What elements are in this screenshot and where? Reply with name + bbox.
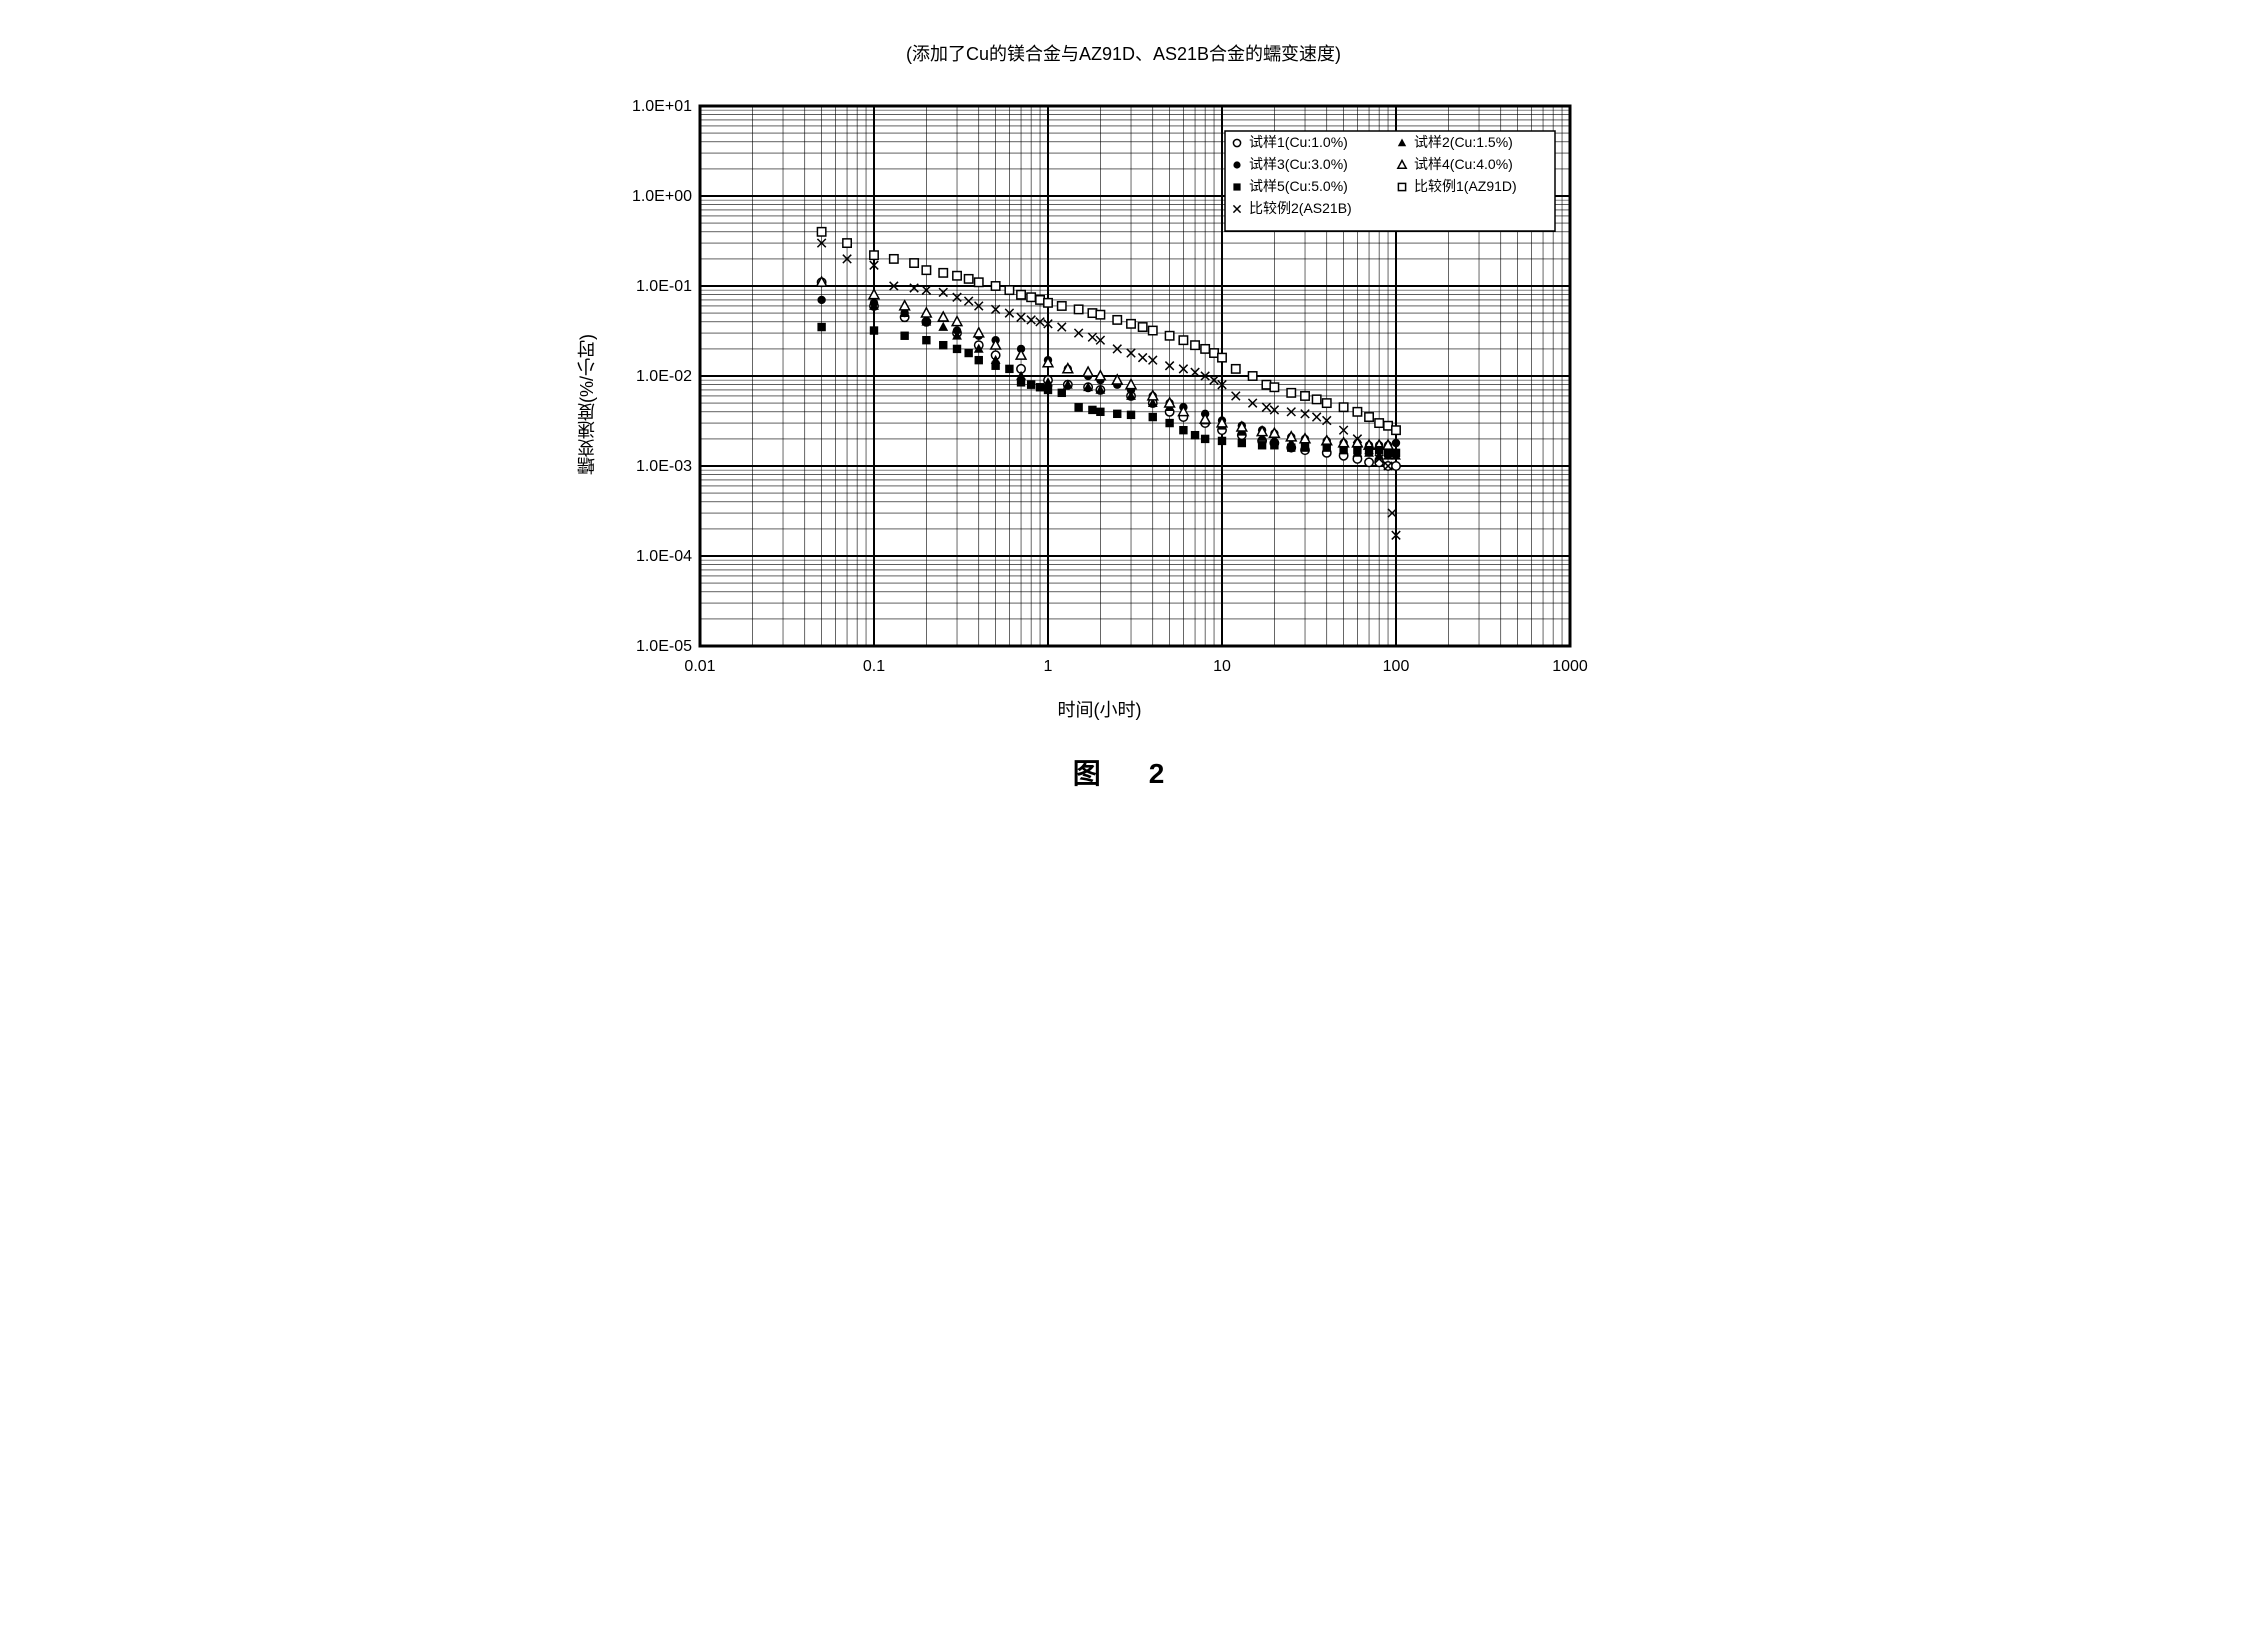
svg-text:1.0E-05: 1.0E-05 <box>635 638 691 655</box>
legend-label: 试样5(Cu:5.0%) <box>1249 178 1348 194</box>
legend-label: 试样4(Cu:4.0%) <box>1414 156 1513 172</box>
legend-label: 比较例1(AZ91D) <box>1414 178 1517 194</box>
svg-text:1000: 1000 <box>1552 658 1588 675</box>
plot-wrap: 蠕变速度(%/小时) 0.01 0.1 1 10 100 1000 1.0E-05 1.0E-… <box>574 86 1674 722</box>
svg-text:1.0E-04: 1.0E-04 <box>635 548 691 565</box>
svg-text:1: 1 <box>1043 658 1052 675</box>
svg-text:1.0E-02: 1.0E-02 <box>635 368 691 385</box>
svg-text:1.0E-03: 1.0E-03 <box>635 458 691 475</box>
chart-title: (添加了Cu的镁合金与AZ91D、AS21B合金的蠕变速度) <box>574 40 1674 66</box>
chart-container: (添加了Cu的镁合金与AZ91D、AS21B合金的蠕变速度) 蠕变速度(%/小时… <box>574 40 1674 792</box>
svg-text:100: 100 <box>1382 658 1409 675</box>
svg-text:1.0E-01: 1.0E-01 <box>635 278 691 295</box>
legend-label: 比较例2(AS21B) <box>1249 200 1352 216</box>
legend-label: 试样2(Cu:1.5%) <box>1414 134 1513 150</box>
figure-caption: 图 2 <box>574 752 1674 792</box>
legend-label: 试样1(Cu:1.0%) <box>1249 134 1348 150</box>
scatter-plot: 0.01 0.1 1 10 100 1000 1.0E-05 1.0E-04 1.0E-03 1.… <box>610 86 1590 686</box>
svg-text:10: 10 <box>1213 658 1231 675</box>
svg-text:1.0E+00: 1.0E+00 <box>631 188 691 205</box>
svg-text:0.01: 0.01 <box>684 658 715 675</box>
y-axis-label: 蠕变速度(%/小时) <box>574 334 600 475</box>
legend-label: 试样3(Cu:3.0%) <box>1249 156 1348 172</box>
x-axis-label: 时间(小时) <box>610 696 1590 722</box>
svg-text:1.0E+01: 1.0E+01 <box>631 98 691 115</box>
svg-text:0.1: 0.1 <box>862 658 884 675</box>
